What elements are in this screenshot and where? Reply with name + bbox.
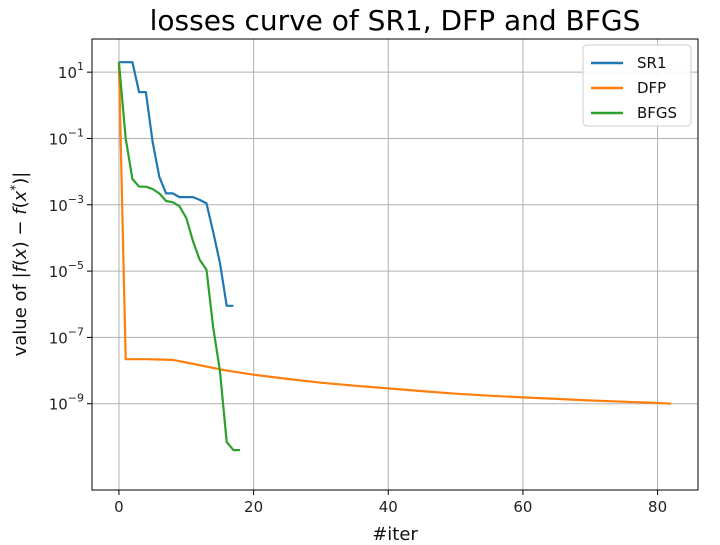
grid <box>92 39 698 490</box>
y-ticks: 101 10−1 10−3 10−5 10−7 10−9 <box>49 60 92 414</box>
y-tick-label: 10−3 <box>49 193 84 215</box>
x-tick-label: 20 <box>244 498 263 516</box>
y-tick-label: 10−9 <box>49 392 84 414</box>
chart-title: losses curve of SR1, DFP and BFGS <box>150 4 641 37</box>
legend-box <box>582 44 692 127</box>
series-line-sr1 <box>118 61 234 307</box>
y-axis-label: value of |f(x) − f(x*)| <box>8 172 31 357</box>
legend-label-dfp: DFP <box>637 79 666 97</box>
x-ticks: 0 20 40 60 80 <box>114 490 667 516</box>
series-line-bfgs <box>117 62 241 452</box>
y-tick-label: 10−1 <box>49 126 84 148</box>
legend: SR1 DFP BFGS <box>582 44 692 127</box>
y-tick-label: 10−7 <box>49 325 84 347</box>
y-tick-label: 101 <box>58 60 84 82</box>
series-layer <box>117 61 672 452</box>
x-tick-label: 60 <box>513 498 532 516</box>
legend-label-bfgs: BFGS <box>637 104 677 122</box>
plot-frame <box>91 38 699 491</box>
y-tick-label: 10−5 <box>49 259 84 281</box>
series-line-dfp <box>117 62 672 405</box>
x-tick-label: 80 <box>648 498 667 516</box>
legend-label-sr1: SR1 <box>637 54 667 72</box>
x-tick-label: 40 <box>379 498 398 516</box>
x-tick-label: 0 <box>114 498 124 516</box>
x-axis-label: #iter <box>372 524 418 545</box>
